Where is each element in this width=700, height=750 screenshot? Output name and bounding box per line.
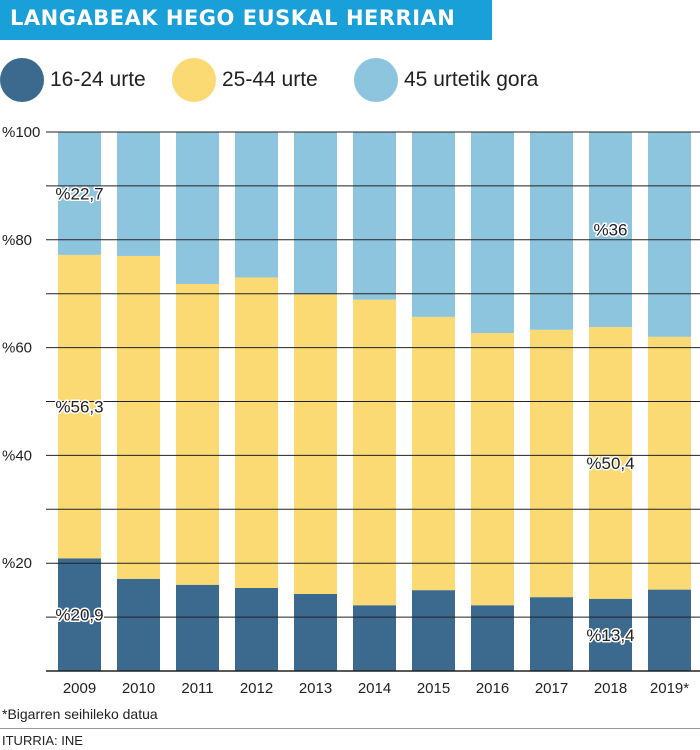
bar-16-24-urte-2013 — [294, 593, 337, 671]
bar-16-24-urte-2019 — [648, 589, 691, 671]
bar-25-44-urte-2018 — [589, 327, 632, 599]
y-tick-label-100: %100 — [2, 124, 40, 141]
bar-25-44-urte-2010 — [117, 255, 160, 579]
y-tick-label-80: %80 — [2, 232, 32, 249]
bar-45-urtetik-gora-2012 — [235, 132, 278, 278]
legend-swatch-45-plus — [354, 58, 398, 102]
x-tick-label-2016: 2016 — [476, 680, 509, 697]
bar-16-24-urte-2015 — [412, 590, 455, 671]
legend-label-16-24: 16-24 urte — [50, 68, 146, 91]
bar-45-urtetik-gora-2009 — [58, 132, 101, 255]
x-tick-label-2019: 2019* — [650, 680, 689, 697]
data-label-2009-2: %22,7 — [55, 184, 103, 203]
legend-swatch-16-24 — [0, 58, 44, 102]
legend-swatch-25-44 — [172, 58, 216, 102]
bar-45-urtetik-gora-2017 — [530, 132, 573, 330]
x-tick-label-2013: 2013 — [299, 680, 332, 697]
bar-45-urtetik-gora-2010 — [117, 132, 160, 256]
title-bar: LANGABEAK HEGO EUSKAL HERRIAN — [0, 0, 492, 40]
bar-16-24-urte-2011 — [176, 584, 219, 671]
bar-45-urtetik-gora-2015 — [412, 132, 455, 317]
bar-45-urtetik-gora-2016 — [471, 132, 514, 334]
chart-title: LANGABEAK HEGO EUSKAL HERRIAN — [10, 6, 456, 30]
data-label-2009-0-halo: %20,9 — [55, 606, 103, 625]
x-tick-label-2011: 2011 — [181, 680, 213, 697]
footnote: *Bigarren seihileko datua — [2, 706, 158, 722]
x-tick-label-2010: 2010 — [122, 680, 155, 697]
bar-16-24-urte-2017 — [530, 597, 573, 671]
data-label-2018-1: %50,4 — [586, 454, 634, 473]
data-label-2009-1: %56,3 — [55, 398, 103, 417]
stacked-bar-chart: %100 %80 %60 %40 %20 2009 2010 2011 2012 2013 2014… — [2, 124, 700, 697]
legend: 16-24 urte 25-44 urte 45 urtetik gora — [0, 58, 700, 104]
x-tick-label-2009: 2009 — [63, 680, 96, 697]
bar-45-urtetik-gora-2014 — [353, 132, 396, 300]
source-credit: ITURRIA: INE — [2, 733, 83, 748]
bar-45-urtetik-gora-2013 — [294, 132, 337, 295]
data-label-2018-2-halo: %36 — [593, 221, 627, 240]
data-label-2009-2-halo: %22,7 — [55, 184, 103, 203]
bar-16-24-urte-2012 — [235, 587, 278, 671]
x-tick-label-2018: 2018 — [594, 680, 627, 697]
bar-16-24-urte-2014 — [353, 605, 396, 671]
y-tick-label-40: %40 — [2, 447, 32, 464]
data-label-2018-1-halo: %50,4 — [586, 454, 634, 473]
bar-16-24-urte-2016 — [471, 605, 514, 671]
bar-45-urtetik-gora-2018 — [589, 132, 632, 328]
bar-25-44-urte-2019 — [648, 336, 691, 590]
data-label-2009-1-halo: %56,3 — [55, 398, 103, 417]
bar-25-44-urte-2014 — [353, 299, 396, 606]
legend-label-25-44: 25-44 urte — [222, 68, 318, 91]
x-tick-label-2012: 2012 — [240, 680, 273, 697]
y-tick-label-60: %60 — [2, 340, 32, 357]
bar-25-44-urte-2015 — [412, 316, 455, 591]
data-label-2018-0-halo: %13,4 — [586, 626, 634, 645]
bar-25-44-urte-2013 — [294, 294, 337, 594]
bar-16-24-urte-2018 — [589, 598, 632, 671]
bar-25-44-urte-2009 — [58, 254, 101, 559]
x-tick-label-2017: 2017 — [535, 680, 568, 697]
bar-25-44-urte-2012 — [235, 277, 278, 588]
legend-label-45-plus: 45 urtetik gora — [404, 68, 539, 91]
bar-25-44-urte-2017 — [530, 329, 573, 598]
bar-25-44-urte-2016 — [471, 333, 514, 606]
data-label-2018-2: %36 — [593, 221, 627, 240]
x-tick-label-2015: 2015 — [417, 680, 450, 697]
bar-16-24-urte-2009 — [58, 558, 101, 671]
y-tick-label-20: %20 — [2, 555, 32, 572]
bar-45-urtetik-gora-2011 — [176, 132, 219, 284]
bar-25-44-urte-2011 — [176, 283, 219, 585]
footer-divider — [0, 728, 700, 729]
data-label-2009-0: %20,9 — [55, 606, 103, 625]
x-tick-label-2014: 2014 — [358, 680, 391, 697]
bar-45-urtetik-gora-2019 — [648, 132, 691, 337]
bar-16-24-urte-2010 — [117, 578, 160, 671]
data-label-2018-0: %13,4 — [586, 626, 634, 645]
